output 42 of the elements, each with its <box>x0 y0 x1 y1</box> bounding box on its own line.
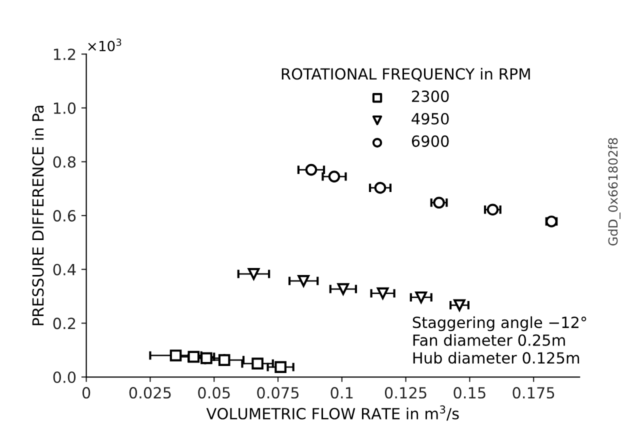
annotation: Fan diameter 0.25m <box>413 334 565 346</box>
y-tick-label: 0.4 <box>53 264 76 276</box>
point <box>252 358 264 370</box>
y-tick-label: 0.0 <box>53 371 76 384</box>
legend-label: 6900 <box>412 135 449 147</box>
y-tick-label: 0.2 <box>53 318 76 330</box>
x-tick-label: 0.1 <box>330 387 353 399</box>
annotation: Hub diameter 0.125m <box>413 352 580 364</box>
y-tick-label: 1.2 <box>54 48 76 60</box>
y-tick-label: 1.0 <box>54 102 76 114</box>
text: ×10$^{3}$ <box>88 38 122 52</box>
x-tick-label: 0 <box>82 387 90 399</box>
point <box>374 182 386 194</box>
x-axis-title: VOLUMETRIC FLOW RATE in m$^{3}$/s <box>206 405 459 421</box>
annotation: Staggering angle −12° <box>412 316 586 332</box>
x-tick-label: 0.075 <box>257 387 299 399</box>
point <box>433 196 445 209</box>
legend-label: 4950 <box>412 112 449 125</box>
point <box>188 350 200 363</box>
point <box>218 354 230 366</box>
point <box>376 287 389 300</box>
legend-label: 2300 <box>412 90 449 102</box>
text: GdD_0x661802f8 <box>608 138 620 246</box>
x-tick-label: 0.125 <box>384 387 426 399</box>
x-tick-label: 0.025 <box>129 387 171 399</box>
legend-title: ROTATIONAL FREQUENCY in RPM <box>282 68 530 82</box>
point <box>486 204 499 216</box>
y-tick-label: 0.6 <box>53 210 76 222</box>
x-tick-label: 0.05 <box>198 387 230 399</box>
point <box>415 291 428 304</box>
y-tick-label: 0.8 <box>53 156 76 168</box>
point <box>305 164 318 176</box>
x-tick-label: 0.15 <box>454 387 486 399</box>
point <box>298 275 310 287</box>
point <box>248 268 260 280</box>
y-axis-title: PRESSURE DIFFERENCE in Pa <box>32 106 44 326</box>
x-tick-label: 0.175 <box>512 387 554 399</box>
point <box>274 361 286 373</box>
point <box>328 170 340 182</box>
point <box>454 299 466 312</box>
point <box>170 350 182 362</box>
point <box>337 283 350 295</box>
